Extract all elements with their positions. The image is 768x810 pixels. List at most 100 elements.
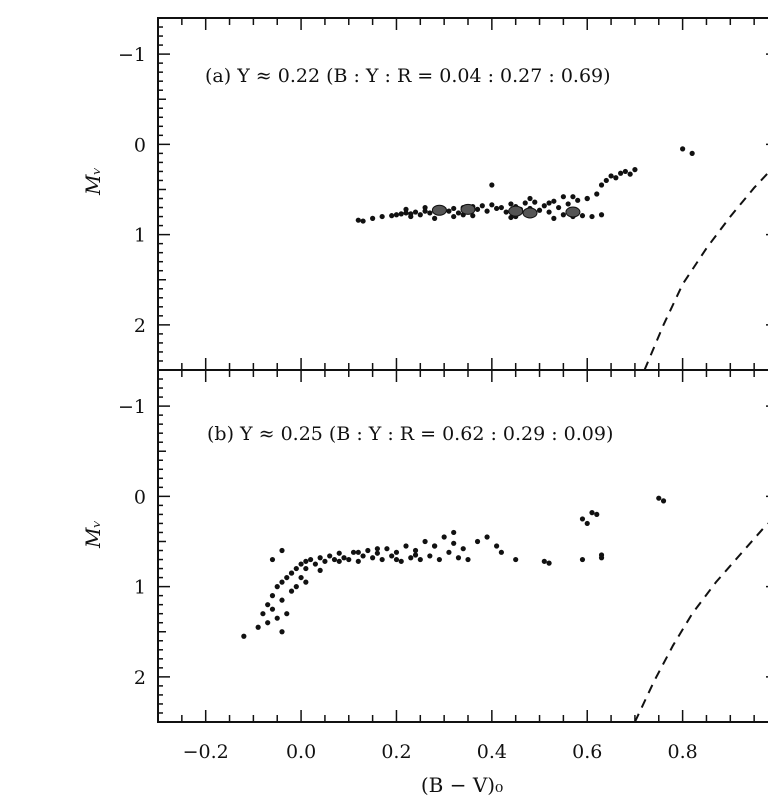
data-point xyxy=(413,548,418,553)
data-point xyxy=(318,555,323,560)
data-point xyxy=(384,546,389,551)
x-tick-label: 0.6 xyxy=(572,741,602,763)
dashed-reference-curve xyxy=(645,162,768,370)
data-point xyxy=(413,552,418,557)
data-point xyxy=(298,561,303,566)
data-point xyxy=(408,555,413,560)
data-point xyxy=(451,214,456,219)
data-point xyxy=(580,516,585,521)
data-point xyxy=(542,559,547,564)
panel-a-ylabel: Mᵥ xyxy=(81,167,105,196)
data-point xyxy=(484,209,489,214)
data-point xyxy=(484,534,489,539)
y-tick-label: −1 xyxy=(118,396,146,418)
data-point xyxy=(427,210,432,215)
data-point xyxy=(546,209,551,214)
data-point xyxy=(561,194,566,199)
data-point xyxy=(360,218,365,223)
data-point xyxy=(632,167,637,172)
data-point xyxy=(556,205,561,210)
data-point xyxy=(456,555,461,560)
data-point xyxy=(284,575,289,580)
data-point xyxy=(375,551,380,556)
data-point xyxy=(527,196,532,201)
data-point xyxy=(628,172,633,177)
data-point xyxy=(275,584,280,589)
data-point xyxy=(313,561,318,566)
data-point xyxy=(298,575,303,580)
data-point xyxy=(494,206,499,211)
data-point xyxy=(499,205,504,210)
data-point xyxy=(418,557,423,562)
data-point xyxy=(370,555,375,560)
data-point xyxy=(370,216,375,221)
y-tick-label: 2 xyxy=(134,667,146,689)
data-point xyxy=(394,557,399,562)
data-point xyxy=(337,551,342,556)
data-point xyxy=(256,625,261,630)
data-point xyxy=(537,208,542,213)
data-point xyxy=(690,151,695,156)
data-point xyxy=(599,212,604,217)
data-point xyxy=(289,589,294,594)
data-point xyxy=(437,557,442,562)
data-point xyxy=(346,557,351,562)
data-point xyxy=(451,530,456,535)
data-point xyxy=(308,557,313,562)
data-point xyxy=(580,213,585,218)
data-point xyxy=(422,205,427,210)
data-point xyxy=(294,566,299,571)
data-point xyxy=(508,201,513,206)
data-point xyxy=(270,607,275,612)
data-point xyxy=(532,200,537,205)
data-point xyxy=(542,203,547,208)
data-point xyxy=(604,178,609,183)
data-point xyxy=(546,200,551,205)
data-point xyxy=(513,557,518,562)
data-point xyxy=(623,169,628,174)
data-point xyxy=(360,553,365,558)
data-point xyxy=(489,182,494,187)
data-point xyxy=(618,171,623,176)
data-point xyxy=(680,146,685,151)
data-point xyxy=(656,496,661,501)
data-point xyxy=(451,206,456,211)
data-point xyxy=(356,218,361,223)
data-point xyxy=(356,550,361,555)
data-point xyxy=(332,557,337,562)
data-point xyxy=(427,553,432,558)
data-point xyxy=(599,555,604,560)
data-point xyxy=(608,173,613,178)
data-point xyxy=(561,212,566,217)
data-point xyxy=(270,593,275,598)
y-tick-label: 0 xyxy=(134,486,146,508)
data-point-blob xyxy=(509,206,523,216)
data-point xyxy=(394,550,399,555)
data-point xyxy=(570,194,575,199)
dashed-reference-curve xyxy=(635,514,768,722)
x-tick-label: 0.8 xyxy=(668,741,698,763)
panel-a-marks xyxy=(356,146,768,370)
data-point xyxy=(489,202,494,207)
data-point xyxy=(403,543,408,548)
data-point-blob xyxy=(566,207,580,217)
data-point xyxy=(303,559,308,564)
y-tick-label: 0 xyxy=(134,134,146,156)
data-point xyxy=(432,216,437,221)
x-tick-label: 0.0 xyxy=(286,741,316,763)
data-point xyxy=(446,209,451,214)
data-point xyxy=(546,561,551,566)
data-point xyxy=(594,191,599,196)
data-point xyxy=(403,207,408,212)
data-point xyxy=(418,212,423,217)
data-point xyxy=(451,541,456,546)
panel-b-annotation: (b) Y ≈ 0.25 (B : Y : R = 0.62 : 0.29 : … xyxy=(207,423,613,445)
data-point xyxy=(589,214,594,219)
data-point xyxy=(241,634,246,639)
y-tick-label: 1 xyxy=(134,225,146,247)
data-point xyxy=(394,212,399,217)
